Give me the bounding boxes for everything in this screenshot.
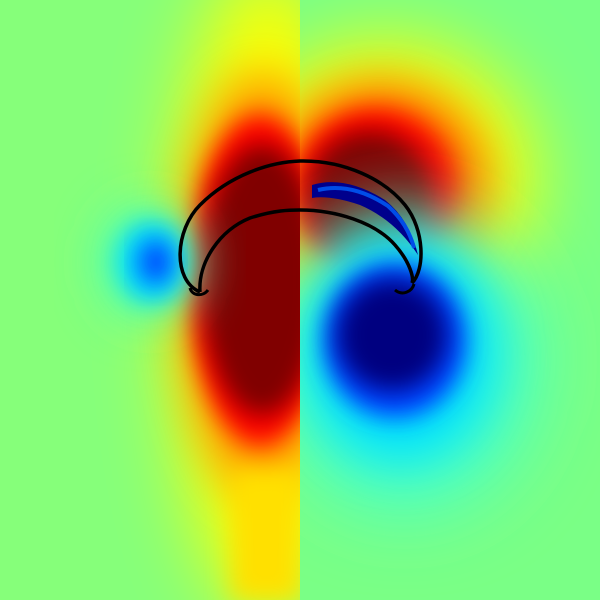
right-half-field [300,0,600,600]
left-half-field [102,0,300,600]
crescent-shell-outline [178,159,423,297]
